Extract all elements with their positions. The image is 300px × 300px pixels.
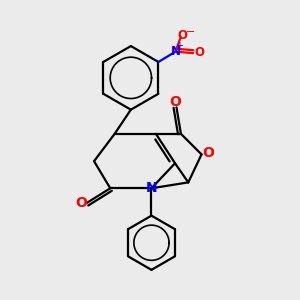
Text: −: − [185, 27, 195, 37]
Text: O: O [202, 146, 214, 160]
Text: O: O [76, 196, 87, 210]
Text: O: O [170, 95, 182, 109]
Text: N: N [146, 181, 157, 195]
Text: O: O [177, 29, 187, 42]
Text: N: N [170, 45, 181, 58]
Text: +: + [175, 41, 183, 51]
Text: O: O [195, 46, 205, 59]
